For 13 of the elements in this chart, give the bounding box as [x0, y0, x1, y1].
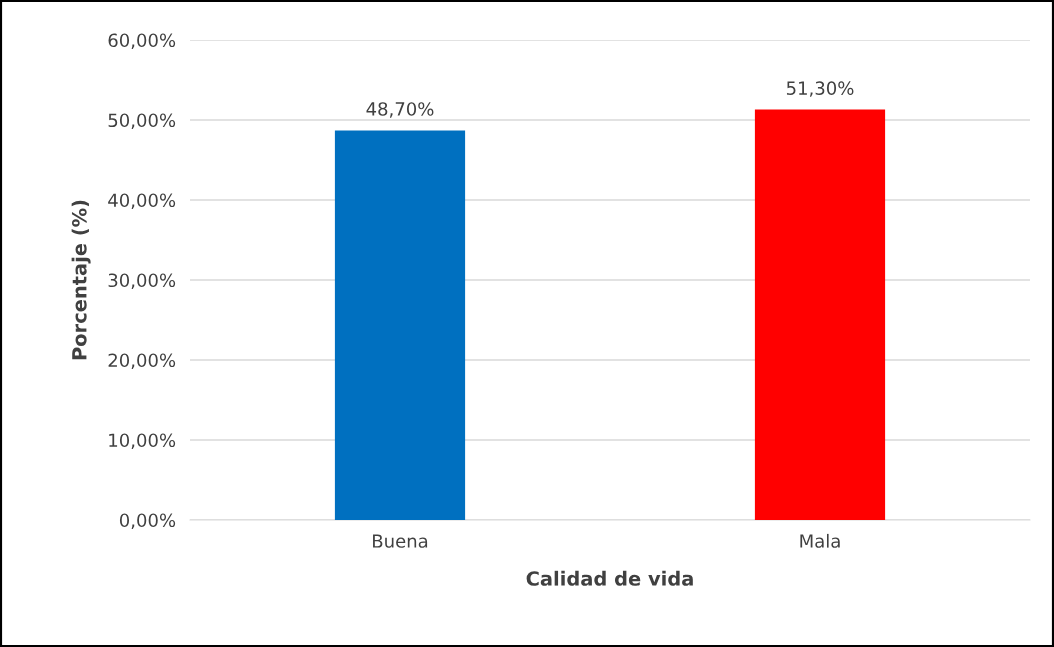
y-tick-label: 10,00%	[109, 433, 176, 449]
y-tick-label: 30,00%	[108, 273, 176, 289]
y-tick-label: 40,00%	[108, 193, 176, 209]
y-tick-label: 60,00%	[108, 33, 176, 49]
x-tick-label: Mala	[800, 533, 840, 548]
x-tick-label: Buena	[373, 534, 428, 548]
y-axis-title: Porcentaje (%)	[71, 200, 91, 360]
data-label: 48,70%	[366, 102, 434, 118]
data-label: 51,30%	[786, 81, 854, 97]
y-tick-label: 0,00%	[119, 513, 176, 529]
x-axis-title: Calidad de vida	[526, 570, 693, 586]
y-tick-label: 50,00%	[108, 113, 176, 129]
y-tick-label: 20,00%	[108, 353, 176, 369]
